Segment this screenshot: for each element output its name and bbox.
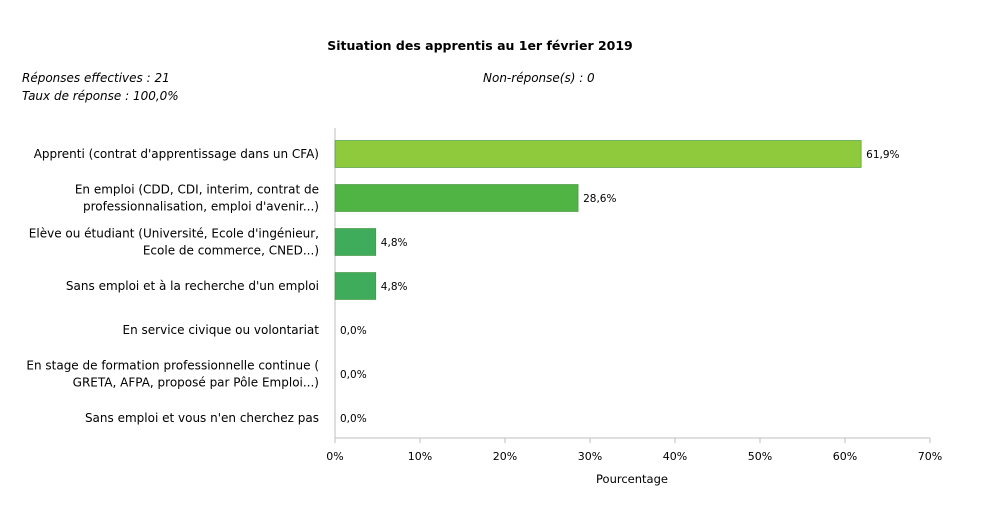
category-label: En stage de formation professionnelle co…	[26, 359, 319, 373]
category-label: En service civique ou volontariat	[123, 323, 320, 337]
category-label: Elève ou étudiant (Université, Ecole d'i…	[29, 227, 319, 241]
bar	[334, 184, 579, 212]
data-label: 61,9%	[866, 149, 899, 161]
category-label: Sans emploi et vous n'en cherchez pas	[85, 411, 319, 425]
chart-title: Situation des apprentis au 1er février 2…	[327, 38, 633, 53]
x-tick-label: 50%	[748, 450, 772, 463]
x-axis-title: Pourcentage	[596, 472, 668, 486]
category-label: En emploi (CDD, CDI, interim, contrat de	[75, 183, 319, 197]
x-tick-label: 60%	[833, 450, 857, 463]
x-tick-label: 0%	[326, 450, 343, 463]
data-label: 4,8%	[381, 281, 408, 293]
data-label: 0,0%	[340, 413, 367, 425]
x-tick-label: 40%	[663, 450, 687, 463]
non-responses: Non-réponse(s) : 0	[483, 71, 595, 85]
data-label: 4,8%	[381, 237, 408, 249]
data-label: 0,0%	[340, 325, 367, 337]
category-label: Sans emploi et à la recherche d'un emplo…	[66, 279, 319, 293]
data-label: 0,0%	[340, 369, 367, 381]
category-label: Ecole de commerce, CNED...)	[143, 244, 319, 258]
bar	[334, 140, 862, 168]
category-label: GRETA, AFPA, proposé par Pôle Emploi...)	[73, 376, 319, 390]
data-label: 28,6%	[583, 193, 616, 205]
bar	[334, 228, 377, 256]
response-rate: Taux de réponse : 100,0%	[22, 89, 179, 103]
x-tick-label: 30%	[578, 450, 602, 463]
x-tick-label: 70%	[918, 450, 942, 463]
responses-count: Réponses effectives : 21	[22, 71, 170, 85]
category-label: professionnalisation, emploi d'avenir...…	[83, 200, 319, 214]
x-tick-label: 10%	[408, 450, 432, 463]
plot-area: 0% 10% 20% 30% 40% 50% 60% 70% 61,9% Apprenti (co…	[26, 128, 942, 463]
category-label: Apprenti (contrat d'apprentissage dans u…	[34, 147, 319, 161]
bar	[334, 272, 377, 300]
x-tick-label: 20%	[493, 450, 517, 463]
